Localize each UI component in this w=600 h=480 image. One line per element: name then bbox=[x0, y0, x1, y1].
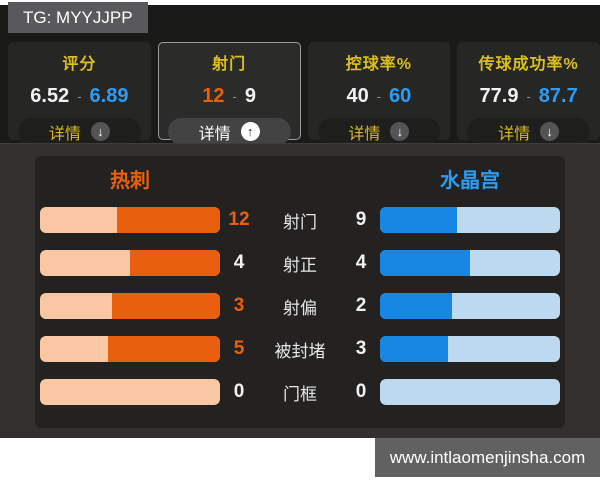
stat-card-title: 控球率% bbox=[345, 56, 412, 73]
stat-card-title: 射门 bbox=[212, 56, 247, 73]
away-row-value: 4 bbox=[355, 252, 367, 273]
arrow-down-icon: ↓ bbox=[90, 122, 110, 141]
stat-card-shots[interactable]: 射门 12 - 9 详情 ↑ bbox=[157, 42, 301, 145]
home-bar-fill bbox=[130, 250, 220, 276]
home-stat-value: 77.9 bbox=[479, 85, 519, 107]
stat-card-title: 传球成功率% bbox=[478, 56, 579, 73]
home-row-value: 3 bbox=[233, 295, 245, 316]
away-row-value: 0 bbox=[355, 381, 367, 402]
stat-card-values: 12 - 9 bbox=[159, 85, 300, 108]
away-bar bbox=[380, 207, 560, 233]
arrow-down-icon: ↓ bbox=[390, 122, 410, 141]
home-row-value: 0 bbox=[233, 381, 245, 402]
row-label: 门框 bbox=[283, 384, 317, 404]
stat-row-on-target: 4 射正 4 bbox=[40, 250, 560, 276]
team-names-row: 热刺 水晶宫 bbox=[40, 164, 560, 193]
home-bar bbox=[40, 293, 220, 319]
details-button-label: 详情 bbox=[48, 125, 81, 143]
team-names-spacer bbox=[220, 164, 380, 193]
away-bar bbox=[380, 336, 560, 362]
value-separator: - bbox=[376, 89, 382, 104]
home-row-value: 5 bbox=[233, 338, 245, 359]
stat-cards-row: 评分 6.52 - 6.89 详情 ↓ 射门 12 - 9 详情 ↑ bbox=[8, 42, 600, 145]
stat-card-title: 评分 bbox=[62, 56, 97, 73]
home-bar-fill bbox=[112, 293, 220, 319]
home-bar bbox=[40, 336, 220, 362]
stat-row-blocked: 5 被封堵 3 bbox=[40, 336, 560, 362]
away-bar-fill bbox=[380, 293, 452, 319]
away-team-name: 水晶宫 bbox=[440, 170, 500, 192]
watermark-site-url: www.intlaomenjinsha.com bbox=[375, 438, 600, 477]
home-bar-fill bbox=[107, 336, 220, 362]
arrow-up-icon: ↑ bbox=[240, 122, 260, 141]
details-button-label: 详情 bbox=[198, 125, 231, 143]
home-row-value: 4 bbox=[233, 252, 245, 273]
details-button[interactable]: 详情 ↓ bbox=[317, 118, 441, 145]
tg-channel-badge: TG: MYYJJPP bbox=[8, 2, 148, 33]
stat-row-off-target: 3 射偏 2 bbox=[40, 293, 560, 319]
stat-card-possession[interactable]: 控球率% 40 - 60 详情 ↓ bbox=[307, 42, 451, 145]
row-label: 被封堵 bbox=[274, 341, 326, 361]
away-bar-fill bbox=[380, 250, 470, 276]
away-row-value: 2 bbox=[355, 295, 367, 316]
away-bar-fill bbox=[380, 207, 458, 233]
stat-card-pass-accuracy[interactable]: 传球成功率% 77.9 - 87.7 详情 ↓ bbox=[457, 42, 600, 145]
stat-card-values: 77.9 - 87.7 bbox=[458, 85, 599, 108]
away-bar bbox=[380, 379, 560, 405]
row-label: 射门 bbox=[283, 212, 317, 232]
arrow-down-icon: ↓ bbox=[540, 122, 560, 141]
row-label: 射正 bbox=[283, 255, 317, 275]
away-bar bbox=[380, 293, 560, 319]
details-button-label: 详情 bbox=[498, 125, 531, 143]
details-button[interactable]: 详情 ↓ bbox=[467, 118, 590, 145]
home-stat-value: 6.52 bbox=[30, 85, 70, 107]
home-bar-fill bbox=[117, 207, 220, 233]
home-bar bbox=[40, 379, 220, 405]
stat-row-woodwork: 0 门框 0 bbox=[40, 379, 560, 405]
home-stat-value: 40 bbox=[346, 85, 369, 107]
details-button[interactable]: 详情 ↑ bbox=[167, 118, 291, 145]
home-team-name: 热刺 bbox=[110, 170, 150, 192]
home-bar bbox=[40, 207, 220, 233]
shots-detail-panel: 热刺 水晶宫 12 射门 9 4 射正 4 3 射偏 bbox=[35, 156, 565, 428]
away-stat-value: 87.7 bbox=[538, 85, 578, 107]
stat-card-values: 6.52 - 6.89 bbox=[9, 85, 150, 108]
away-row-value: 9 bbox=[355, 209, 367, 230]
details-button-label: 详情 bbox=[348, 125, 381, 143]
row-label: 射偏 bbox=[283, 298, 317, 318]
away-bar-fill bbox=[380, 336, 448, 362]
home-stat-value: 12 bbox=[202, 85, 225, 107]
away-stat-value: 9 bbox=[244, 85, 256, 107]
details-section: 热刺 水晶宫 12 射门 9 4 射正 4 3 射偏 bbox=[0, 143, 600, 438]
away-bar bbox=[380, 250, 560, 276]
away-stat-value: 60 bbox=[389, 85, 412, 107]
stat-row-shots: 12 射门 9 bbox=[40, 207, 560, 233]
value-separator: - bbox=[232, 89, 237, 104]
away-row-value: 3 bbox=[355, 338, 367, 359]
home-bar bbox=[40, 250, 220, 276]
value-separator: - bbox=[77, 89, 82, 104]
stat-card-values: 40 - 60 bbox=[309, 85, 450, 108]
stat-card-rating[interactable]: 评分 6.52 - 6.89 详情 ↓ bbox=[8, 42, 151, 145]
home-row-value: 12 bbox=[228, 209, 250, 230]
match-stats-app: 评分 6.52 - 6.89 详情 ↓ 射门 12 - 9 详情 ↑ bbox=[0, 5, 600, 438]
value-separator: - bbox=[526, 89, 531, 104]
details-button[interactable]: 详情 ↓ bbox=[18, 118, 141, 145]
away-stat-value: 6.89 bbox=[89, 85, 129, 107]
